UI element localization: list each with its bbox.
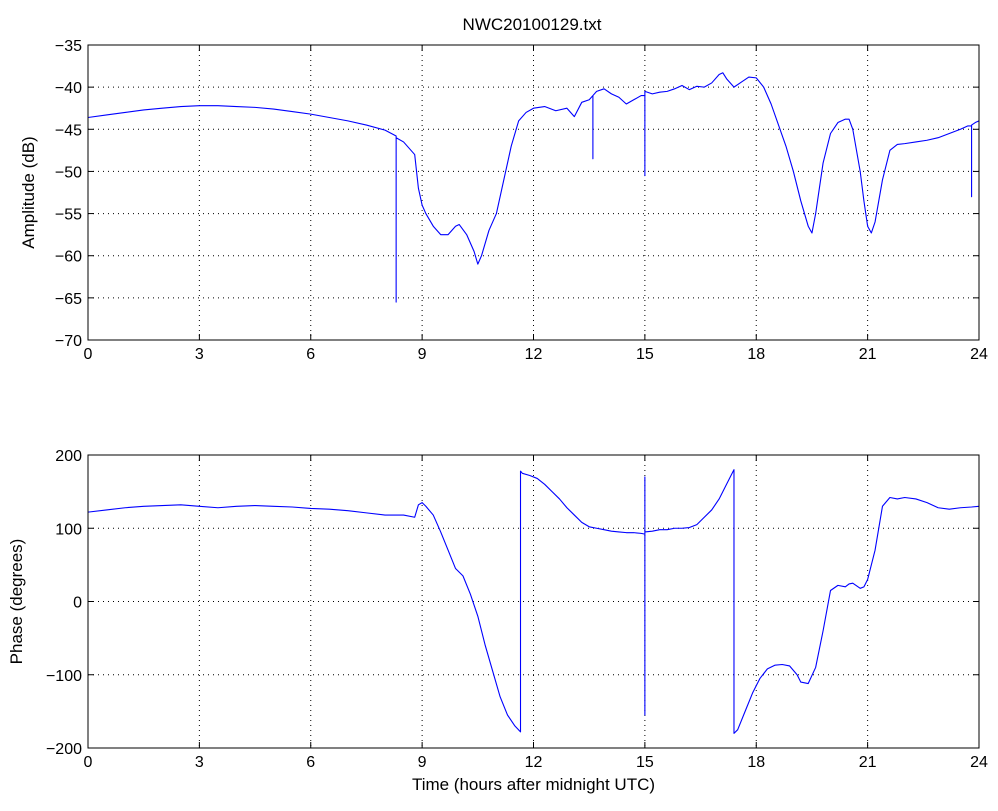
amplitude-xtick-label: 21 <box>859 346 877 363</box>
phase-ytick-label: 100 <box>55 521 82 538</box>
amplitude-series-line <box>87 72 980 303</box>
phase-ytick-label: 0 <box>73 595 82 612</box>
phase-ytick-label: −200 <box>46 741 82 758</box>
amplitude-xtick-label: 0 <box>84 346 93 363</box>
phase-xtick-label: 9 <box>418 754 427 771</box>
phase-xtick-label: 15 <box>636 754 654 771</box>
amplitude-xtick-label: 6 <box>306 346 315 363</box>
amplitude-xtick-label: 15 <box>636 346 654 363</box>
phase-xtick-label: 3 <box>195 754 204 771</box>
phase-series-line <box>87 469 980 734</box>
amplitude-panel: 0 3 6 9 12 15 18 21 24 −70 −65 −60 −55 −50 −45 −40 −35 Am… <box>19 38 988 363</box>
amplitude-ytick-label: −50 <box>55 164 82 181</box>
phase-ylabel: Phase (degrees) <box>7 539 26 665</box>
amplitude-ytick-label: −45 <box>55 122 82 139</box>
amplitude-xtick-label: 9 <box>418 346 427 363</box>
phase-xlabel: Time (hours after midnight UTC) <box>412 775 655 794</box>
phase-xtick-label: 24 <box>970 754 988 771</box>
phase-panel: 0 3 6 9 12 15 18 21 24 −200 −100 0 100 200 Phase (degr… <box>7 448 988 794</box>
phase-xtick-label: 0 <box>84 754 93 771</box>
amplitude-ytick-label: −65 <box>55 291 82 308</box>
phase-xtick-label: 12 <box>525 754 543 771</box>
amplitude-xtick-label: 3 <box>195 346 204 363</box>
amplitude-ylabel: Amplitude (dB) <box>19 136 38 248</box>
amplitude-ytick-label: −40 <box>55 80 82 97</box>
phase-ytick-label: 200 <box>55 448 82 465</box>
amplitude-xtick-label: 12 <box>525 346 543 363</box>
amplitude-xtick-label: 18 <box>747 346 765 363</box>
phase-ytick-label: −100 <box>46 668 82 685</box>
phase-xtick-label: 18 <box>747 754 765 771</box>
figure-title: NWC20100129.txt <box>463 15 602 34</box>
amplitude-ytick-label: −35 <box>55 38 82 55</box>
amplitude-ytick-label: −55 <box>55 207 82 224</box>
amplitude-xtick-label: 24 <box>970 346 988 363</box>
phase-xtick-label: 21 <box>859 754 877 771</box>
phase-xtick-label: 6 <box>306 754 315 771</box>
amplitude-ytick-label: −60 <box>55 249 82 266</box>
amplitude-ytick-label: −70 <box>55 333 82 350</box>
